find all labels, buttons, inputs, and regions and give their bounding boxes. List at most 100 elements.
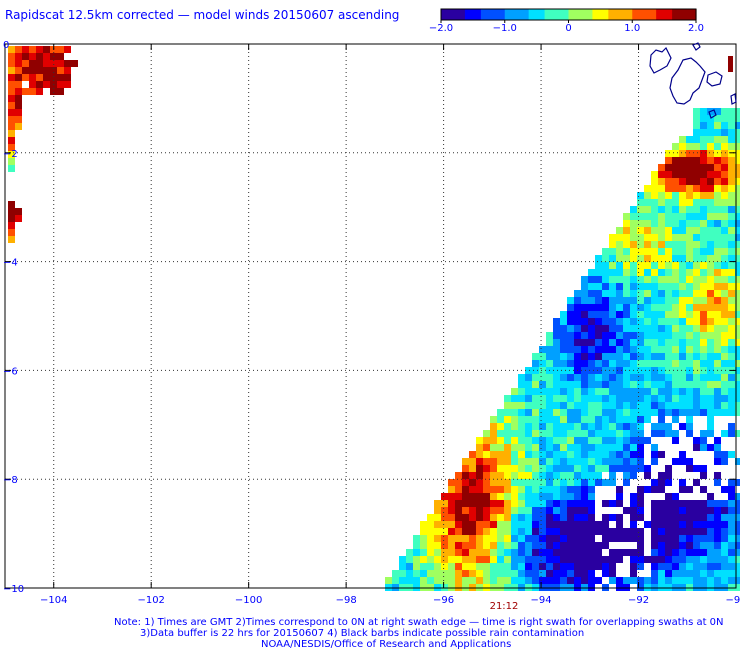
swath-cell bbox=[462, 556, 469, 563]
swath-cell bbox=[525, 472, 532, 479]
swath-cell bbox=[504, 493, 511, 500]
swath-cell bbox=[623, 416, 630, 423]
swath-cell bbox=[539, 493, 546, 500]
swath-cell bbox=[623, 381, 630, 388]
swath-cell bbox=[469, 542, 476, 549]
swath-cell bbox=[560, 500, 567, 507]
swath-cell bbox=[609, 311, 616, 318]
swath-cell bbox=[686, 171, 693, 178]
swath-cell bbox=[504, 402, 511, 409]
swath-cell bbox=[448, 479, 455, 486]
swath-cell bbox=[686, 458, 693, 465]
swath-cell bbox=[532, 430, 539, 437]
swath-cell bbox=[728, 220, 735, 227]
swath-cell bbox=[658, 213, 665, 220]
swath-cell bbox=[693, 367, 700, 374]
swath-cell bbox=[623, 241, 630, 248]
swath-cell bbox=[735, 339, 740, 346]
swath-cell bbox=[623, 290, 630, 297]
swath-cell bbox=[623, 213, 630, 220]
swath-cell bbox=[623, 297, 630, 304]
swath-cell bbox=[469, 465, 476, 472]
x-axis-tick-label: −92 bbox=[628, 595, 649, 606]
swath-cell bbox=[532, 479, 539, 486]
swath-cell bbox=[567, 430, 574, 437]
swath-cell bbox=[714, 283, 721, 290]
swath-cell bbox=[469, 521, 476, 528]
swath-cell bbox=[602, 423, 609, 430]
swath-cell bbox=[630, 283, 637, 290]
swath-cell bbox=[518, 437, 525, 444]
swath-cell bbox=[735, 283, 740, 290]
swath-cell bbox=[588, 269, 595, 276]
swath-cell bbox=[567, 570, 574, 577]
swath-cell bbox=[651, 535, 658, 542]
swath-cell bbox=[434, 549, 441, 556]
swath-cell bbox=[728, 563, 735, 570]
swath-cell bbox=[714, 395, 721, 402]
swath-cell bbox=[623, 325, 630, 332]
swath-cell bbox=[469, 549, 476, 556]
swath-cell bbox=[602, 556, 609, 563]
swath-cell bbox=[602, 255, 609, 262]
swath-cell bbox=[476, 563, 483, 570]
swath-cell bbox=[574, 297, 581, 304]
swath-cell bbox=[735, 304, 740, 311]
swath-cell bbox=[504, 395, 511, 402]
swath-cell bbox=[469, 472, 476, 479]
swath-cell bbox=[693, 535, 700, 542]
swath-cell bbox=[658, 339, 665, 346]
swath-cell bbox=[714, 437, 721, 444]
swath-cell bbox=[644, 381, 651, 388]
swath-cell bbox=[532, 542, 539, 549]
swath-cell bbox=[630, 234, 637, 241]
swath-cell bbox=[511, 500, 518, 507]
swath-cell bbox=[546, 430, 553, 437]
swath-cell bbox=[686, 311, 693, 318]
swath-cell bbox=[735, 150, 740, 157]
swath-cell bbox=[665, 234, 672, 241]
swath-cell bbox=[637, 367, 644, 374]
swath-cell bbox=[476, 500, 483, 507]
swath-cell bbox=[539, 388, 546, 395]
swath-cell bbox=[609, 409, 616, 416]
swath-cell bbox=[728, 514, 735, 521]
swath-cell bbox=[665, 556, 672, 563]
swath-cell bbox=[721, 115, 728, 122]
swath-cell bbox=[413, 556, 420, 563]
swath-cell bbox=[616, 514, 623, 521]
swath-cell bbox=[644, 395, 651, 402]
swath-cell bbox=[672, 437, 679, 444]
swath-cell bbox=[700, 444, 707, 451]
swath-cell bbox=[427, 528, 434, 535]
swath-cell bbox=[441, 521, 448, 528]
swath-cell bbox=[511, 465, 518, 472]
swath-cell bbox=[728, 297, 735, 304]
swath-cell bbox=[539, 528, 546, 535]
swath-cell bbox=[539, 563, 546, 570]
swath-cell bbox=[637, 227, 644, 234]
swath-cell bbox=[504, 577, 511, 584]
swath-cell bbox=[672, 255, 679, 262]
swath-cell bbox=[455, 486, 462, 493]
swath-cell bbox=[700, 248, 707, 255]
swath-cell bbox=[651, 241, 658, 248]
swath-cell bbox=[57, 81, 64, 88]
swath-cell bbox=[721, 108, 728, 115]
swath-cell bbox=[15, 74, 22, 81]
swath-cell bbox=[560, 472, 567, 479]
swath-cell bbox=[623, 255, 630, 262]
swath-cell bbox=[714, 185, 721, 192]
swath-cell bbox=[623, 304, 630, 311]
swath-cell bbox=[665, 227, 672, 234]
swath-cell bbox=[8, 158, 15, 165]
swath-cell bbox=[658, 269, 665, 276]
swath-cell bbox=[546, 409, 553, 416]
swath-cell bbox=[539, 395, 546, 402]
swath-cell bbox=[693, 150, 700, 157]
swath-cell bbox=[595, 339, 602, 346]
swath-cell bbox=[679, 402, 686, 409]
swath-cell bbox=[525, 416, 532, 423]
swath-cell bbox=[658, 283, 665, 290]
swath-cell bbox=[525, 395, 532, 402]
